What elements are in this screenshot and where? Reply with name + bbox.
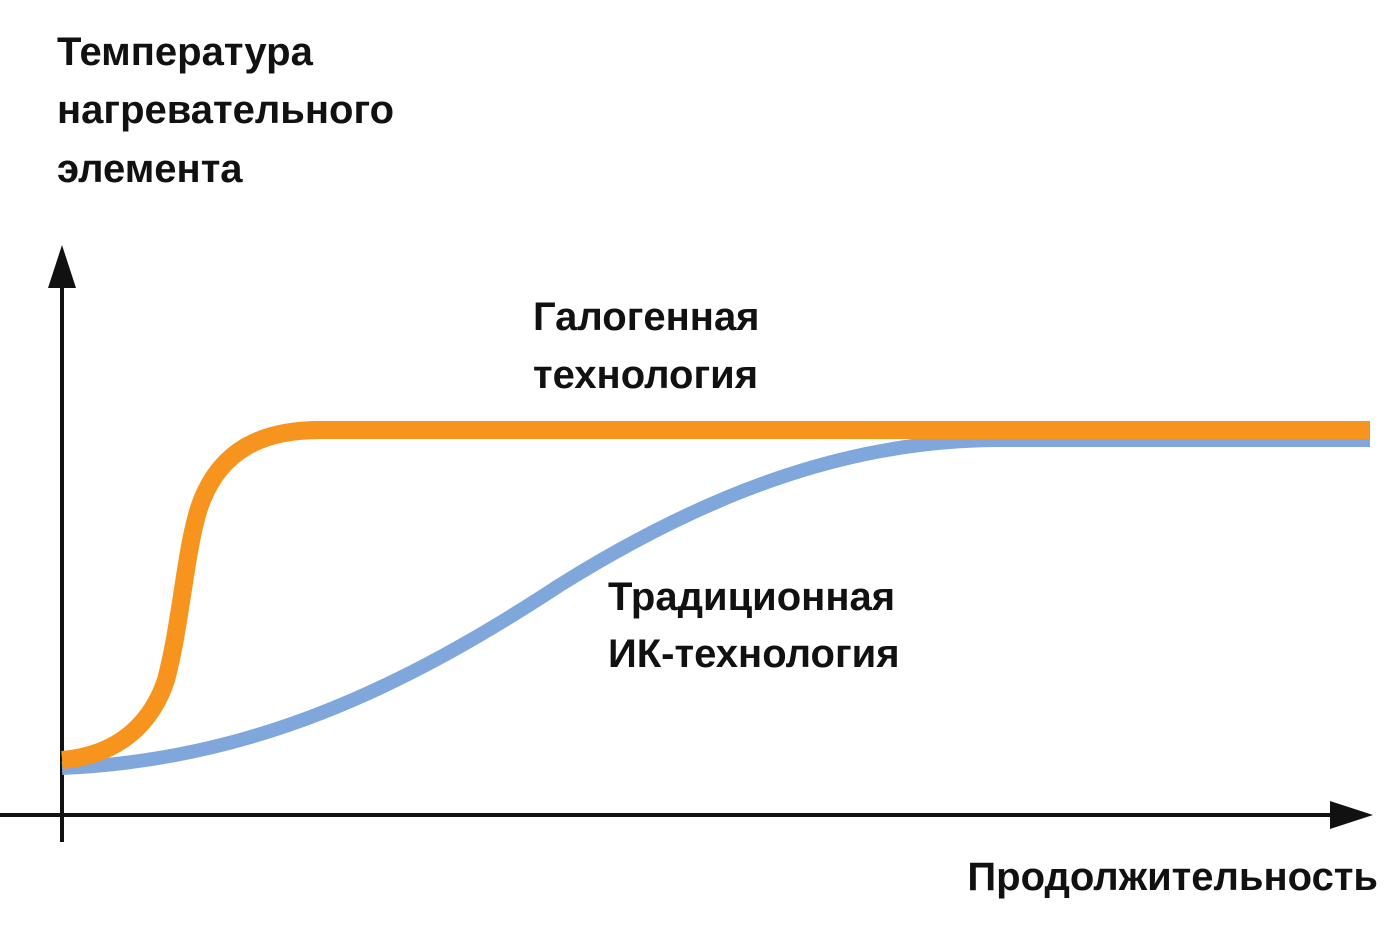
y-axis-label: Температура bbox=[57, 30, 314, 74]
curve-label: ИК-технология bbox=[608, 632, 900, 676]
curve-label: Галогенная bbox=[533, 295, 760, 339]
x-axis-label: Продолжительность bbox=[967, 855, 1378, 899]
traditional-curve bbox=[61, 433, 1370, 775]
y-axis-arrow bbox=[48, 245, 76, 288]
curve-label: Традиционная bbox=[608, 575, 895, 619]
halogen-curve bbox=[61, 421, 1370, 769]
y-axis-label: нагревательного bbox=[57, 88, 394, 132]
curve-label: технология bbox=[533, 353, 758, 397]
x-axis-arrow bbox=[1330, 801, 1373, 829]
y-axis-label: элемента bbox=[57, 147, 243, 191]
